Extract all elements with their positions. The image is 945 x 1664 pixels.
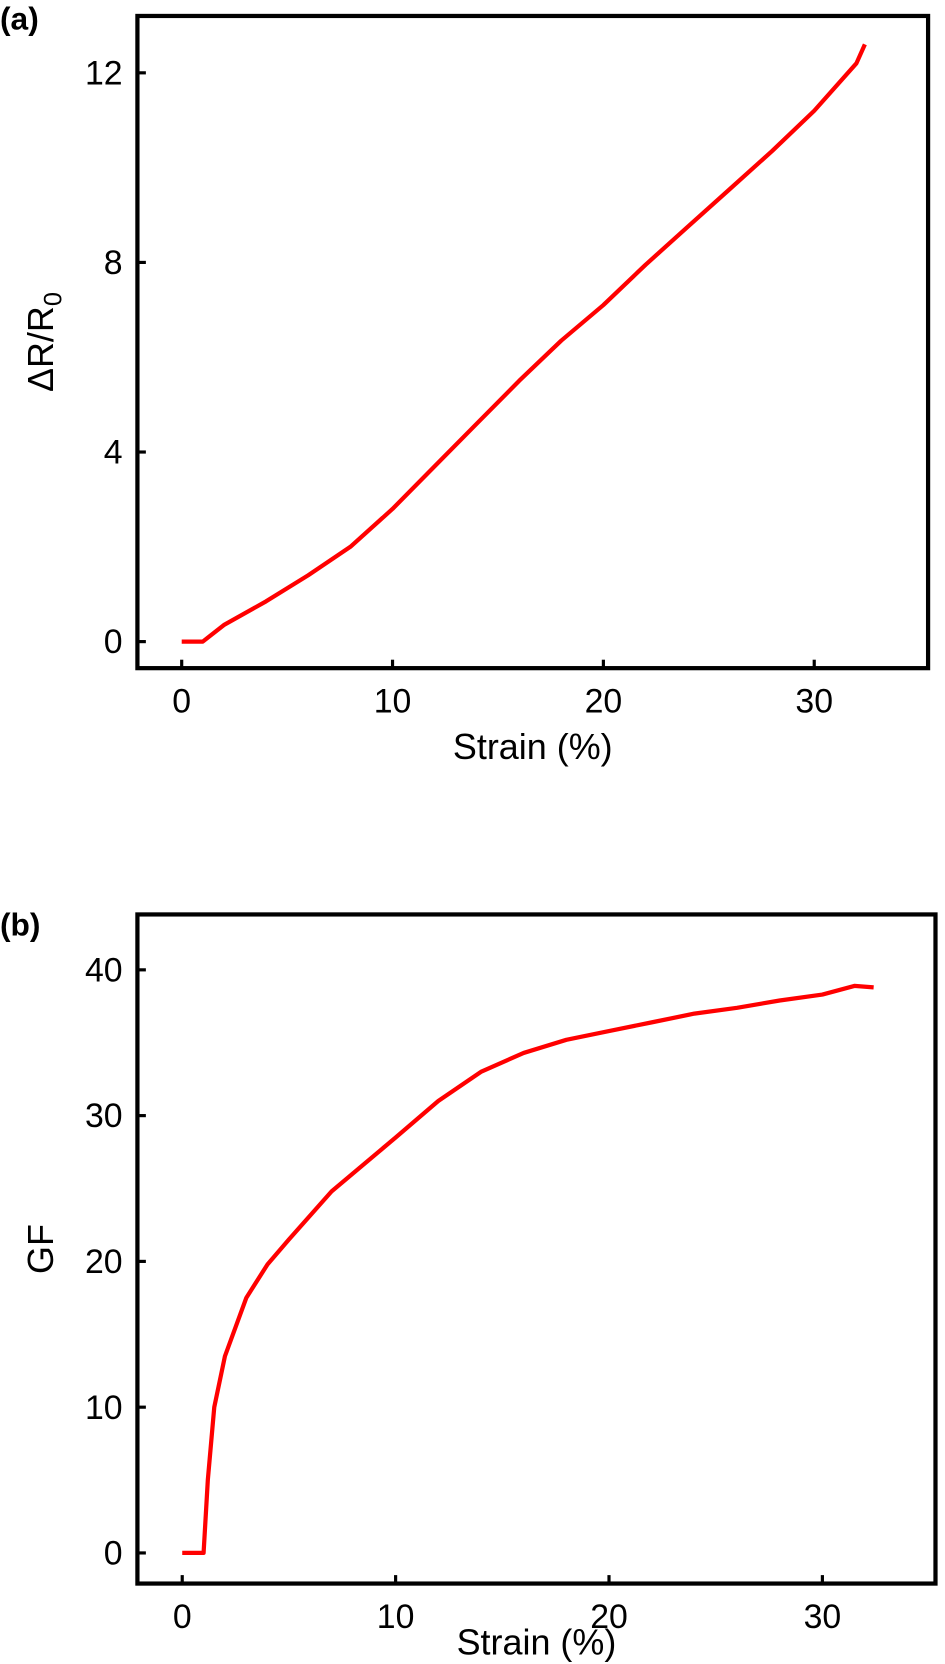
y-tick-label: 10 [85, 1389, 123, 1427]
y-tick-label: 12 [85, 54, 123, 92]
y-label-main: GF [20, 1224, 61, 1274]
x-axis-label: Strain (%) [453, 726, 613, 767]
y-tick-label: 0 [104, 1535, 123, 1573]
x-axis-label: Strain (%) [457, 1621, 617, 1662]
y-axis-label: ΔR/R0 [20, 292, 67, 392]
y-label-subscript: 0 [39, 292, 67, 306]
y-tick-label: 0 [104, 623, 123, 661]
x-tick-label: 0 [172, 683, 191, 721]
x-tick-label: 10 [374, 683, 412, 721]
panel-label: (a) [0, 1, 39, 37]
x-tick-label: 30 [804, 1598, 842, 1636]
y-tick-label: 8 [104, 244, 123, 282]
y-tick-label: 4 [104, 434, 123, 472]
y-tick-label: 20 [85, 1243, 123, 1281]
y-tick-label: 40 [85, 951, 123, 989]
plot-frame [135, 912, 938, 1586]
x-tick-label: 20 [585, 683, 623, 721]
chart-panel-b: (b) 0 10 20 30 0 10 20 30 40 Strain (%) GF [0, 907, 938, 1662]
x-tick-label: 10 [377, 1598, 415, 1636]
x-tick-label: 30 [795, 683, 833, 721]
data-line [181, 43, 867, 644]
y-label-main: ΔR/R [20, 306, 61, 392]
y-axis-label: GF [20, 1224, 61, 1274]
y-tick-label: 30 [85, 1097, 123, 1135]
panel-label: (b) [0, 907, 40, 943]
x-tick-label: 0 [173, 1598, 192, 1636]
x-tick-label: 20 [590, 1598, 628, 1636]
data-line [182, 983, 874, 1556]
plot-frame [135, 13, 931, 671]
